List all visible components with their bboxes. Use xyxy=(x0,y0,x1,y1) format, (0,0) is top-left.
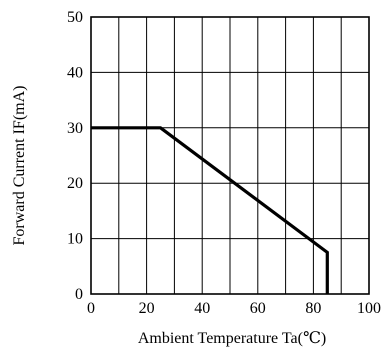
y-tick-label: 20 xyxy=(67,175,83,192)
x-axis-label: Ambient Temperature Ta(℃) xyxy=(138,330,326,347)
x-tick-labels: 0 20 40 60 80 100 xyxy=(87,300,381,317)
plot-frame xyxy=(90,16,370,295)
derating-curve-line xyxy=(91,126,329,294)
y-tick-labels: 0 10 20 30 40 50 xyxy=(67,9,83,303)
x-tick-label: 40 xyxy=(194,300,210,317)
x-tick-label: 60 xyxy=(250,300,266,317)
y-tick-label: 40 xyxy=(67,64,83,81)
x-tick-label: 20 xyxy=(139,300,155,317)
x-tick-label: 100 xyxy=(357,300,381,317)
y-tick-label: 50 xyxy=(67,9,83,26)
y-tick-label: 10 xyxy=(67,231,83,248)
series-layer xyxy=(91,126,329,294)
x-tick-label: 80 xyxy=(305,300,321,317)
y-tick-label: 0 xyxy=(75,286,83,303)
x-tick-label: 0 xyxy=(87,300,95,317)
y-tick-label: 30 xyxy=(67,120,83,137)
y-axis-label: Forward Current IF(mA) xyxy=(11,86,28,246)
